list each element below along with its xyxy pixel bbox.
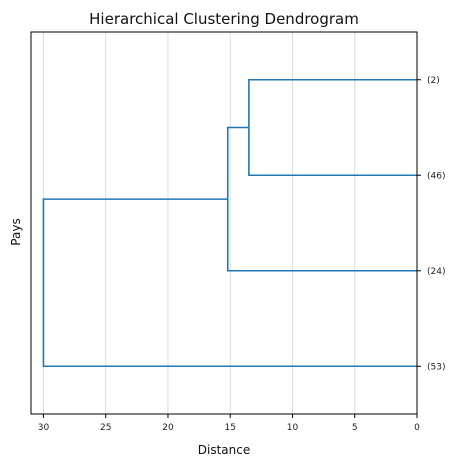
x-tick-label: 20 [162,423,174,433]
leaf-label: (53) [427,362,445,372]
leaf-label: (2) [427,76,440,86]
chart-title: Hierarchical Clustering Dendrogram [89,10,359,28]
dendrogram-link [42,198,417,368]
x-tick-label: 5 [352,423,358,433]
x-tick-label: 25 [100,423,111,433]
grid-lines [42,32,418,414]
x-tick-label: 0 [414,423,420,433]
dendrogram-link [226,126,417,272]
leaf-label: (24) [427,267,445,277]
leaf-label: (46) [427,171,445,181]
leaf-labels: (2) (46) (24) (53) [417,76,445,372]
x-tick-label: 15 [224,423,235,433]
x-tick-label: 30 [38,423,50,433]
x-tick-label: 10 [287,423,299,433]
plot-frame [30,31,418,415]
dendrogram-links [42,78,417,368]
x-axis-label: Distance [198,443,250,457]
x-axis-ticks: 30 25 20 15 10 5 0 [38,414,420,433]
dendrogram-link [248,78,417,177]
y-axis-label: Pays [9,218,23,245]
